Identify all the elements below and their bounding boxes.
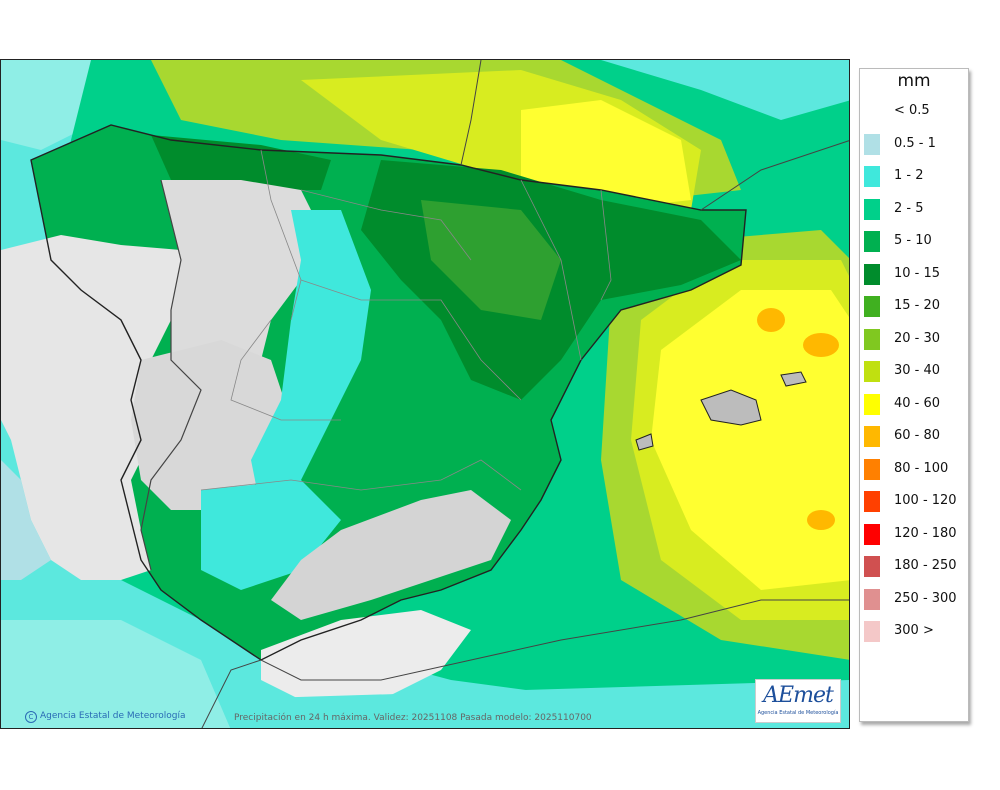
legend-label: 250 - 300 [894, 590, 957, 606]
precip-zone-light-south-west [1, 620, 231, 728]
precip-zone-1-2-inland [251, 210, 371, 510]
border-portugal [140, 179, 202, 571]
region-borders [200, 149, 612, 491]
legend-label: 15 - 20 [894, 298, 941, 313]
legend-swatch [864, 231, 880, 252]
sea-south [201, 680, 849, 728]
legend-item: 20 - 30 [864, 327, 964, 350]
precip-zone-60-80-c [807, 510, 835, 530]
dry-zone-south-east [271, 490, 511, 620]
legend-label: 40 - 60 [894, 395, 941, 411]
coast-france [700, 140, 849, 211]
legend-swatch [864, 198, 880, 220]
legend-label: 2 - 5 [894, 200, 924, 216]
legend-item: 30 - 40 [864, 359, 964, 382]
legend-swatch [864, 523, 880, 545]
legend-item: 10 - 15 [864, 262, 964, 285]
legend-panel: mm < 0.5 0.5 - 1 1 - 2 2 - 5 5 - 10 10 - 15 15… [859, 68, 969, 722]
legend-item: 0.5 - 1 [864, 132, 964, 155]
legend-swatch [864, 361, 880, 382]
legend-unit: mm [897, 71, 931, 91]
precip-zone-40-60-north [521, 100, 691, 210]
legend-swatch [864, 621, 880, 642]
precip-zone-60-80-a [757, 308, 785, 332]
legend-swatch [864, 491, 880, 512]
legend-item: 180 - 250 [864, 554, 964, 577]
legend-label: 100 - 120 [894, 493, 957, 508]
legend-item: 300 > [864, 619, 964, 642]
coast-africa [201, 599, 849, 728]
legend-swatch [864, 263, 880, 285]
precip-zone-15-20 [421, 200, 561, 320]
aemet-logo[interactable]: AEmet Agencia Estatal de Meteorología [755, 679, 841, 723]
legend-label: < 0.5 [894, 103, 930, 118]
legend-item: 120 - 180 [864, 522, 964, 545]
dry-zone-west [1, 235, 201, 580]
legend-label: 0.5 - 1 [894, 135, 936, 151]
dry-zone-strait [261, 610, 471, 700]
legend-swatch [864, 328, 880, 350]
legend-swatch [864, 458, 880, 480]
legend-swatch [864, 556, 880, 577]
coastline [30, 124, 747, 661]
legend-item: 2 - 5 [864, 197, 964, 220]
legend-label: 180 - 250 [894, 558, 957, 573]
legend-label: 20 - 30 [894, 330, 941, 346]
legend-item: 80 - 100 [864, 457, 964, 480]
legend-item: 1 - 2 [864, 164, 964, 187]
precip-zone-0-5-1-west [1, 460, 51, 580]
copyright-icon: C [25, 711, 37, 723]
aemet-logo-sub: Agencia Estatal de Meteorología [757, 710, 839, 716]
dry-zone-extremadura [131, 340, 291, 510]
legend-label: 1 - 2 [894, 168, 924, 183]
legend-swatch [864, 426, 880, 447]
border-france [460, 60, 482, 166]
legend-item: 100 - 120 [864, 489, 964, 512]
legend-label: 60 - 80 [894, 428, 941, 443]
precip-zone-60-80-b [803, 333, 839, 357]
island-ibiza [635, 433, 654, 451]
map-credit-text: Agencia Estatal de Meteorología [40, 711, 186, 721]
map-canvas [1, 60, 849, 728]
legend-swatch [864, 588, 880, 610]
map-caption: Precipitación en 24 h máxima. Validez: 2… [234, 713, 592, 723]
legend-swatch [864, 393, 880, 415]
legend-label: 5 - 10 [894, 233, 932, 248]
legend-item: 250 - 300 [864, 587, 964, 610]
aemet-logo-brand: AEmet [763, 683, 834, 708]
legend-swatch [864, 166, 880, 187]
legend-swatch [864, 101, 880, 122]
legend-item: 40 - 60 [864, 392, 964, 415]
map-credit[interactable]: C Agencia Estatal de Meteorología [25, 711, 186, 723]
legend-item: 15 - 20 [864, 294, 964, 317]
legend-label: 10 - 15 [894, 265, 941, 281]
legend-item: < 0.5 [864, 99, 964, 122]
island-menorca [780, 371, 807, 387]
island-mallorca [700, 389, 762, 426]
legend-label: 120 - 180 [894, 525, 957, 541]
legend-item: 5 - 10 [864, 229, 964, 252]
legend-swatch [864, 133, 880, 155]
legend-label: 30 - 40 [894, 363, 941, 378]
precip-zone-40-60-east [651, 290, 849, 590]
legend-item: 60 - 80 [864, 424, 964, 447]
precipitation-map[interactable]: C Agencia Estatal de Meteorología Precipi… [0, 59, 850, 729]
legend-swatch [864, 296, 880, 317]
legend-label: 300 > [894, 623, 934, 638]
legend-label: 80 - 100 [894, 460, 949, 476]
precip-zone-10-15-cantabria [151, 135, 331, 190]
